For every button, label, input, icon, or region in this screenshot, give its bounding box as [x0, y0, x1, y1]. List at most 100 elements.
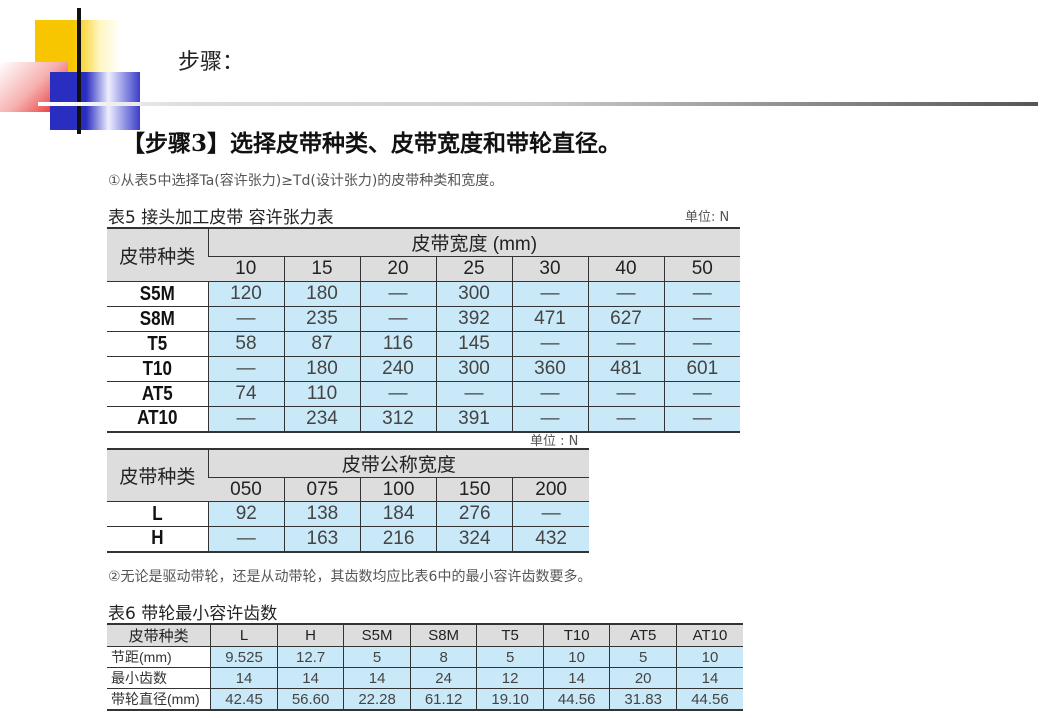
row-label: AT5 [114, 381, 201, 407]
table-cell: — [435, 381, 512, 407]
column-header: 25 [435, 256, 512, 282]
table-cell: 5 [343, 646, 411, 668]
table-row: 最小齿数 14 14 14 24 12 14 20 14 [107, 667, 743, 689]
column-header: AT10 [675, 624, 743, 647]
table-cell: — [587, 381, 664, 407]
row-label: AT10 [114, 406, 201, 432]
column-header: L [210, 624, 278, 647]
decor-blue-square [50, 72, 140, 130]
column-header: 10 [208, 256, 284, 282]
table-row: S8M —235—392 471 627— [107, 306, 741, 332]
table-cell: 312 [359, 406, 436, 432]
table-cell: — [663, 406, 741, 432]
column-header: AT5 [609, 624, 677, 647]
row-label: 节距(mm) [107, 646, 211, 668]
table-cell: 276 [436, 501, 513, 527]
table-row: T10—180 240 300 360 481 601 [107, 356, 741, 382]
table-cell: 5 [476, 646, 544, 668]
column-header: 200 [512, 477, 589, 502]
table-cell: — [587, 406, 664, 432]
table-row: T5 58 87 116 145— — — [107, 331, 741, 357]
table-cell: 12.7 [276, 646, 344, 668]
table-cell: — [511, 281, 588, 307]
group-header: 皮带宽度 (mm) [207, 228, 741, 257]
table-cell: 22.28 [343, 688, 411, 710]
table-row: 节距(mm) 9.525 12.7 5 8 5 10 5 10 [107, 646, 743, 668]
note-2: ②无论是驱动带轮，还是从动带轮，其齿数均应比表6中的最小容许齿数要多。 [108, 569, 592, 585]
row-label: 带轮直径(mm) [107, 688, 211, 710]
table-row: AT5 74 110— — — — — [107, 381, 741, 407]
table-cell: 324 [436, 526, 513, 552]
table-cell: 627 [587, 306, 664, 332]
table-cell: 9.525 [210, 646, 278, 668]
table-cell: 14 [210, 667, 278, 689]
table-row: L 92 138 184 276— [107, 501, 589, 527]
column-header: 150 [436, 477, 513, 502]
table-cell: — [207, 356, 284, 382]
table-cell: 44.56 [542, 688, 610, 710]
table-cell: — [663, 331, 741, 357]
column-header: 40 [587, 256, 664, 282]
table-cell: 240 [359, 356, 436, 382]
table-cell: 110 [283, 381, 360, 407]
column-header: 30 [511, 256, 588, 282]
table-cell: — [663, 381, 741, 407]
table-cell: — [207, 406, 284, 432]
table-cell: 300 [435, 356, 512, 382]
decor-vertical-line [77, 8, 81, 134]
column-header: S8M [409, 624, 477, 647]
table-cell: 10 [675, 646, 743, 668]
table-cell: — [207, 306, 284, 332]
table-cell: 180 [283, 281, 360, 307]
table5b-unit: 单位 : N [530, 434, 579, 449]
table-cell: — [511, 406, 588, 432]
table-cell: 216 [359, 526, 437, 552]
table-cell: 44.56 [675, 688, 743, 710]
table-cell: 471 [511, 306, 588, 332]
step-heading: 【步骤3】选择皮带种类、皮带宽度和带轮直径。 [122, 130, 622, 157]
table-cell: 10 [542, 646, 610, 668]
table-row: AT10—234 312 391— — — [107, 406, 741, 432]
table-cell: 14 [675, 667, 743, 689]
table-cell: — [359, 381, 436, 407]
table5: 皮带种类 皮带宽度 (mm) 10 15 20 25 30 40 50 S5M 120 180—3… [107, 227, 741, 433]
table-cell: — [663, 281, 741, 307]
table-cell: 184 [359, 501, 437, 527]
row-header: 皮带种类 [107, 624, 211, 647]
table-cell: 360 [511, 356, 588, 382]
table-cell: 180 [283, 356, 360, 382]
table-cell: 74 [207, 381, 284, 407]
row-label: H [114, 526, 201, 552]
table-cell: — [207, 526, 285, 552]
row-label: T5 [114, 331, 201, 357]
group-header: 皮带公称宽度 [207, 449, 589, 478]
column-header: 050 [208, 477, 285, 502]
table-cell: 601 [663, 356, 741, 382]
table-cell: — [359, 281, 436, 307]
column-header: 20 [359, 256, 436, 282]
table-cell: 61.12 [409, 688, 477, 710]
table-cell: 481 [587, 356, 664, 382]
row-label: S8M [114, 306, 201, 332]
table5-caption: 表5 接头加工皮带 容许张力表 [108, 208, 334, 228]
table6: 皮带种类 L H S5M S8M T5 T10 AT5 AT10 节距(mm) 9.525 12.7… [107, 623, 743, 711]
row-label: T10 [114, 356, 201, 382]
table-cell: 5 [609, 646, 677, 668]
table-cell: 19.10 [476, 688, 544, 710]
table-cell: 300 [435, 281, 512, 307]
column-header: S5M [343, 624, 411, 647]
title-divider [38, 102, 1038, 106]
table-cell: 391 [435, 406, 512, 432]
table-cell: — [587, 331, 664, 357]
table-row: S5M 120 180—300— — — [107, 281, 741, 307]
table-cell: — [511, 381, 588, 407]
table6-caption: 表6 带轮最小容许齿数 [108, 604, 278, 624]
table5-unit: 单位: N [685, 210, 730, 225]
note-1: ①从表5中选择Ta(容许张力)≥Td(设计张力)的皮带种类和宽度。 [108, 173, 504, 189]
table-cell: — [663, 306, 741, 332]
column-header: 15 [283, 256, 360, 282]
column-header: 075 [283, 477, 361, 502]
column-header: H [276, 624, 344, 647]
table-cell: 12 [476, 667, 544, 689]
row-label: S5M [114, 281, 201, 307]
